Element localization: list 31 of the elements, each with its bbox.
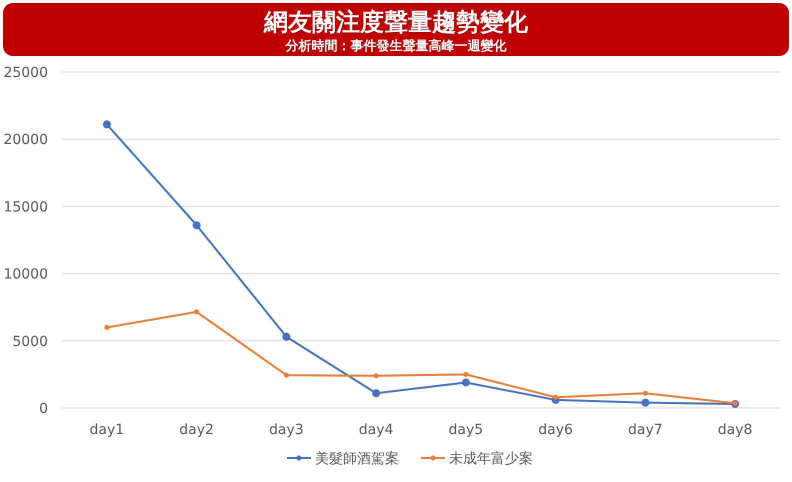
y-tick-label: 25000 [3,65,48,81]
point [642,390,648,396]
point [462,378,470,386]
chart-subtitle: 分析時間：事件發生聲量高峰一週變化 [284,38,508,54]
y-tick-label: 5000 [12,334,48,350]
point [463,372,468,377]
x-tick-label: day8 [718,422,752,438]
point [102,120,111,128]
point [284,372,289,378]
legend-label: 美髮師酒駕案 [315,450,399,467]
point [372,389,380,398]
x-tick-label: day6 [538,422,574,438]
point [553,394,558,400]
y-tick-label: 20000 [3,132,48,148]
chart-title: 網友關注度聲量趨勢變化 [263,8,529,36]
point [641,398,650,407]
x-tick-label: day4 [358,422,394,438]
x-tick-label: day3 [269,422,304,438]
y-tick-label: 15000 [3,199,48,216]
x-tick-label: day5 [448,422,484,438]
y-tick-label: 10000 [3,266,48,283]
point [374,373,379,378]
legend-label: 未成年富少案 [449,450,533,467]
x-tick-label: day7 [628,422,663,438]
point [104,324,110,330]
point [192,221,201,230]
x-tick-label: day2 [179,422,214,438]
point [282,332,290,341]
y-tick-label: 0 [39,401,48,417]
point [194,309,200,314]
x-tick-label: day1 [90,422,124,438]
